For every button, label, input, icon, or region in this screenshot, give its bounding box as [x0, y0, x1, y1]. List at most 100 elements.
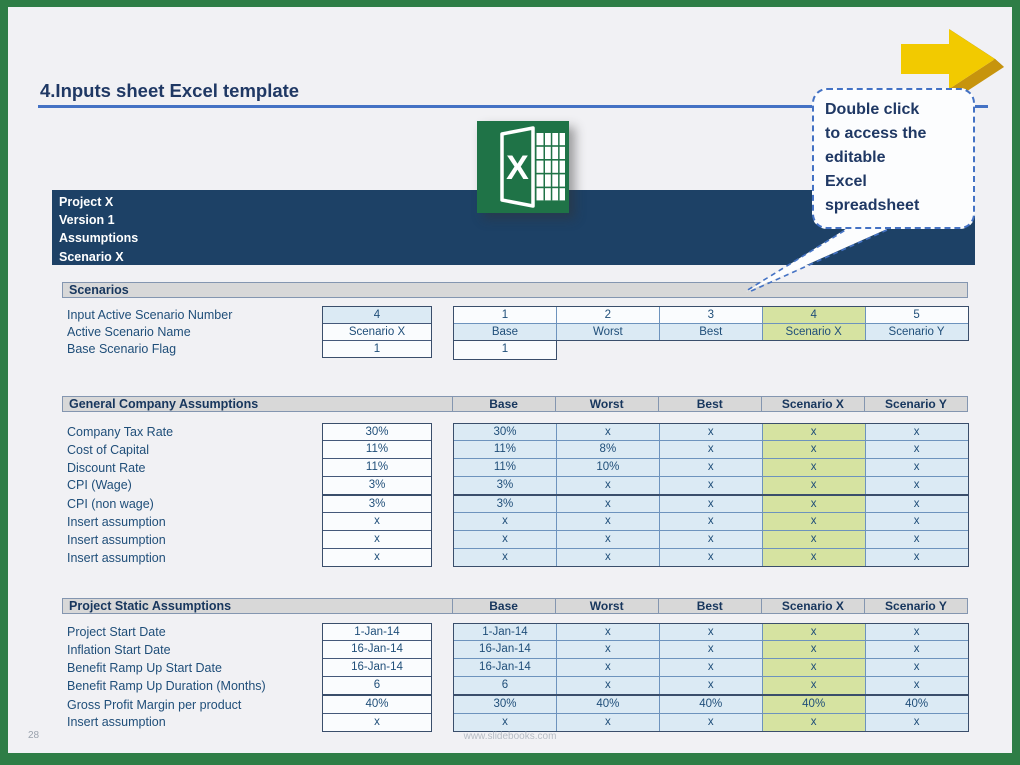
value-cell[interactable]: Worst: [555, 323, 659, 340]
value-cell[interactable]: x: [658, 713, 762, 731]
value-cell[interactable]: 40%: [864, 696, 968, 713]
value-cell[interactable]: x: [555, 423, 659, 441]
value-cell[interactable]: x: [761, 495, 865, 513]
value-cell[interactable]: 30%: [454, 696, 556, 713]
value-cell[interactable]: x: [454, 531, 556, 549]
value-cell[interactable]: 3%: [454, 476, 556, 494]
value-cell[interactable]: x: [658, 623, 762, 641]
value-cell[interactable]: 2: [555, 306, 659, 323]
value-cell[interactable]: x: [658, 495, 762, 513]
value-cell[interactable]: Best: [658, 323, 762, 340]
value-cell[interactable]: 11%: [454, 459, 556, 476]
input-cell[interactable]: 6: [323, 676, 431, 695]
value-cell[interactable]: x: [761, 423, 865, 441]
base-scenario-flag-cell[interactable]: 1: [453, 340, 557, 360]
value-cell[interactable]: x: [454, 513, 556, 531]
value-cell[interactable]: Scenario Y: [864, 323, 968, 340]
input-cell[interactable]: x: [323, 530, 431, 549]
value-cell[interactable]: 8%: [555, 441, 659, 459]
input-cell[interactable]: 11%: [323, 458, 431, 476]
input-cell[interactable]: 11%: [323, 440, 431, 459]
value-cell[interactable]: x: [555, 623, 659, 641]
value-cell[interactable]: x: [761, 531, 865, 549]
input-cell[interactable]: Scenario X: [323, 322, 431, 340]
value-cell[interactable]: x: [761, 623, 865, 641]
value-cell[interactable]: 16-Jan-14: [454, 659, 556, 677]
value-cell[interactable]: x: [555, 641, 659, 659]
input-cell[interactable]: 3%: [323, 493, 431, 513]
value-cell[interactable]: x: [555, 713, 659, 731]
value-cell[interactable]: x: [454, 549, 556, 566]
value-cell[interactable]: x: [864, 677, 968, 695]
row-label: Base Scenario Flag: [67, 342, 177, 357]
value-cell[interactable]: x: [555, 476, 659, 494]
value-cell[interactable]: 11%: [454, 441, 556, 459]
value-cell[interactable]: x: [761, 713, 865, 731]
value-cell[interactable]: x: [658, 441, 762, 459]
value-cell[interactable]: 40%: [761, 696, 865, 713]
value-cell[interactable]: x: [761, 641, 865, 659]
value-cell[interactable]: x: [864, 659, 968, 677]
input-cell[interactable]: x: [323, 512, 431, 531]
value-cell[interactable]: x: [761, 441, 865, 459]
value-cell[interactable]: x: [454, 713, 556, 731]
value-cell[interactable]: x: [658, 423, 762, 441]
value-cell[interactable]: 3%: [454, 495, 556, 513]
value-cell[interactable]: 3: [658, 306, 762, 323]
value-cell[interactable]: x: [761, 659, 865, 677]
value-cell[interactable]: x: [864, 713, 968, 731]
value-cell[interactable]: x: [658, 677, 762, 695]
value-cell[interactable]: x: [761, 549, 865, 566]
input-cell[interactable]: 16-Jan-14: [323, 658, 431, 677]
value-cell[interactable]: x: [864, 495, 968, 513]
value-cell[interactable]: x: [864, 476, 968, 494]
value-cell[interactable]: x: [864, 549, 968, 566]
value-cell[interactable]: x: [555, 495, 659, 513]
value-cell[interactable]: x: [555, 659, 659, 677]
value-cell[interactable]: x: [658, 513, 762, 531]
value-cell[interactable]: x: [864, 513, 968, 531]
value-cell[interactable]: x: [864, 441, 968, 459]
value-cell[interactable]: x: [761, 459, 865, 476]
value-cell[interactable]: x: [864, 423, 968, 441]
value-cell[interactable]: x: [658, 476, 762, 494]
value-cell[interactable]: x: [658, 641, 762, 659]
input-cell[interactable]: 3%: [323, 475, 431, 494]
input-cell[interactable]: 4: [323, 306, 431, 323]
input-cell[interactable]: 1: [323, 339, 431, 358]
input-cell[interactable]: x: [323, 548, 431, 566]
value-cell[interactable]: x: [864, 623, 968, 641]
value-cell[interactable]: x: [864, 531, 968, 549]
input-cell[interactable]: 16-Jan-14: [323, 640, 431, 659]
value-cell[interactable]: x: [555, 549, 659, 566]
input-cell[interactable]: x: [323, 712, 431, 731]
input-cell[interactable]: 40%: [323, 694, 431, 713]
value-cell[interactable]: 6: [454, 677, 556, 695]
value-cell[interactable]: x: [864, 641, 968, 659]
value-cell[interactable]: x: [555, 531, 659, 549]
value-cell[interactable]: 1: [454, 306, 556, 323]
value-cell[interactable]: 30%: [454, 423, 556, 441]
value-cell[interactable]: x: [658, 659, 762, 677]
value-cell[interactable]: 10%: [555, 459, 659, 476]
value-cell[interactable]: Scenario X: [761, 323, 865, 340]
value-cell[interactable]: x: [864, 459, 968, 476]
value-cell[interactable]: 40%: [555, 696, 659, 713]
value-cell[interactable]: 16-Jan-14: [454, 641, 556, 659]
input-cell[interactable]: 30%: [323, 423, 431, 441]
input-cell[interactable]: 1-Jan-14: [323, 623, 431, 641]
value-cell[interactable]: x: [761, 476, 865, 494]
value-cell[interactable]: x: [761, 677, 865, 695]
value-cell[interactable]: x: [658, 549, 762, 566]
value-cell[interactable]: x: [658, 531, 762, 549]
value-cell[interactable]: x: [555, 513, 659, 531]
value-cell[interactable]: x: [761, 513, 865, 531]
value-cell[interactable]: x: [555, 677, 659, 695]
value-cell[interactable]: 40%: [658, 696, 762, 713]
value-cell[interactable]: Base: [454, 323, 556, 340]
value-cell[interactable]: 5: [864, 306, 968, 323]
value-cell[interactable]: x: [658, 459, 762, 476]
excel-logo-icon[interactable]: X: [477, 121, 569, 213]
value-cell[interactable]: 4: [761, 306, 865, 323]
value-cell[interactable]: 1-Jan-14: [454, 623, 556, 641]
